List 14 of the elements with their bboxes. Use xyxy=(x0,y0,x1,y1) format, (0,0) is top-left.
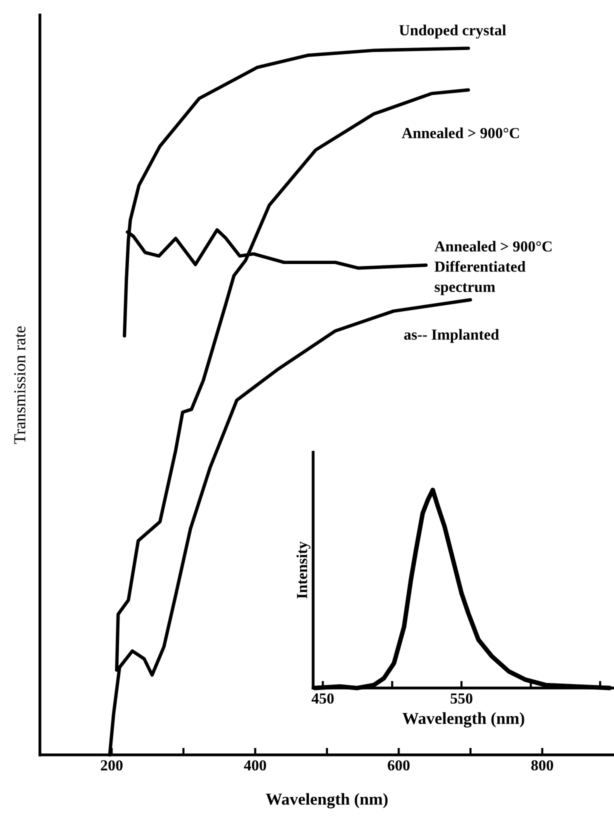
y-axis-title: Intensity xyxy=(296,541,310,598)
x-tick-label: 800 xyxy=(531,760,554,771)
x-tick-label: 600 xyxy=(388,760,410,771)
series-label: Undoped crystal xyxy=(399,24,506,39)
x-tick-label: 400 xyxy=(244,760,266,771)
series-label: Annealed > 900°C Differentiated spectrum xyxy=(434,240,552,296)
x-tick-label: 450 xyxy=(312,693,334,704)
x-tick-label: 200 xyxy=(100,760,123,771)
y-axis-title: Transmission rate xyxy=(14,326,26,444)
series-label: as-- Implanted xyxy=(404,329,499,343)
x-tick-label: 550 xyxy=(450,693,472,704)
x-axis-title: Wavelength (nm) xyxy=(266,793,388,808)
x-axis-title: Wavelength (nm) xyxy=(402,712,524,728)
series-label: Annealed > 900°C xyxy=(402,127,519,138)
